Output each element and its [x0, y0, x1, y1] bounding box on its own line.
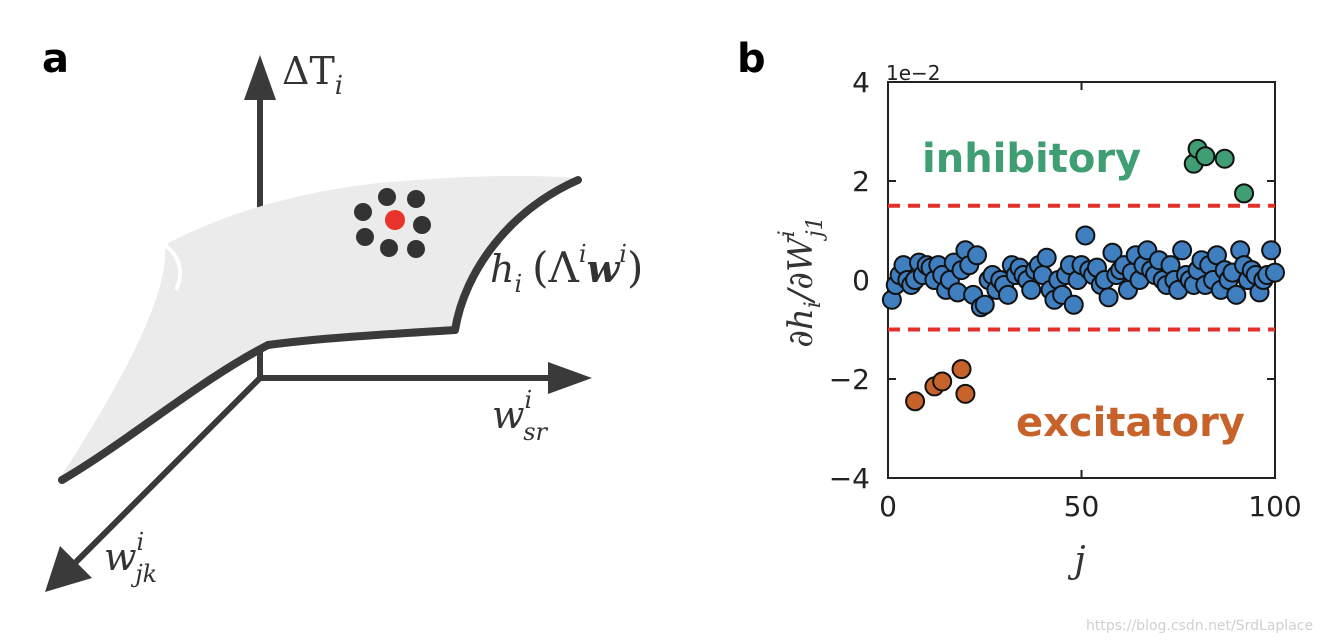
scatter-points	[881, 138, 1285, 412]
axis-diag-line	[67, 373, 265, 571]
x-tick-label: 100	[1248, 490, 1301, 523]
main-point	[974, 294, 995, 315]
inhibitory-label: inhibitory	[922, 136, 1141, 182]
excitatory-point	[905, 391, 926, 412]
y-tick-label: 2	[852, 165, 870, 198]
axis-up-arrow	[244, 55, 276, 100]
threshold-lines	[888, 203, 1275, 332]
main-point	[967, 245, 988, 266]
x-tick-label: 0	[879, 490, 897, 523]
tick-labels: 4 2 0 −2 −4 0 50 100	[829, 66, 1302, 523]
main-point	[1021, 279, 1042, 300]
neighbor-dot	[356, 228, 374, 246]
axis-diag-arrow	[45, 546, 92, 592]
axis-up-label: ΔTi	[282, 49, 343, 101]
main-point	[997, 284, 1018, 305]
main-point	[1075, 225, 1096, 246]
excitatory-point	[932, 371, 953, 392]
panel-a-letter: a	[42, 36, 69, 82]
x-tick-label: 50	[1064, 490, 1100, 523]
neighbor-dot	[380, 239, 398, 257]
panel-a: a ΔTi wi sr	[42, 36, 643, 592]
surface-front-edge	[58, 326, 459, 484]
main-point	[1261, 240, 1282, 261]
main-point	[1265, 262, 1285, 283]
neighbor-dot	[354, 203, 372, 221]
excitatory-point	[951, 359, 972, 380]
x-axis-label: j	[1067, 540, 1085, 581]
axis-right-arrow	[548, 362, 592, 394]
main-point	[1036, 247, 1057, 268]
main-point	[1226, 284, 1247, 305]
neighbor-dot	[378, 188, 396, 206]
y-tick-label: −2	[829, 363, 870, 396]
axis-diag-label: wi jk	[104, 528, 157, 588]
inhibitory-point	[1234, 183, 1255, 204]
surface-label: hi (Λiwi)	[490, 240, 643, 298]
main-point	[1172, 240, 1193, 261]
neighbor-dot	[407, 190, 425, 208]
neighbor-dot	[413, 216, 431, 234]
center-point	[385, 210, 405, 230]
y-tick-label: −4	[829, 462, 870, 495]
surface-right-edge	[451, 176, 582, 334]
watermark: https://blog.csdn.net/SrdLaplace	[1086, 618, 1313, 634]
main-point	[1102, 242, 1123, 263]
y-tick-label: 4	[852, 66, 870, 99]
inhibitory-point	[1214, 148, 1235, 169]
surface	[60, 175, 578, 479]
y-axis-label: ∂hi/∂Wi j1	[775, 216, 828, 347]
y-tick-label: 0	[852, 264, 870, 297]
excitatory-point	[955, 383, 976, 404]
inhibitory-point	[1195, 146, 1216, 167]
panel-b: b ∂hi/∂Wi j1 j 1e−2 420−2−40 50 100 inhibit…	[737, 36, 1302, 581]
excitatory-label: excitatory	[1016, 400, 1245, 446]
axis-right-label: wi sr	[492, 386, 549, 446]
panel-b-letter: b	[737, 36, 766, 82]
surface-left-curl	[163, 243, 182, 291]
neighbor-dot	[407, 240, 425, 258]
neighbor-dots	[354, 188, 431, 258]
main-point	[1098, 287, 1119, 308]
main-point	[1063, 294, 1084, 315]
